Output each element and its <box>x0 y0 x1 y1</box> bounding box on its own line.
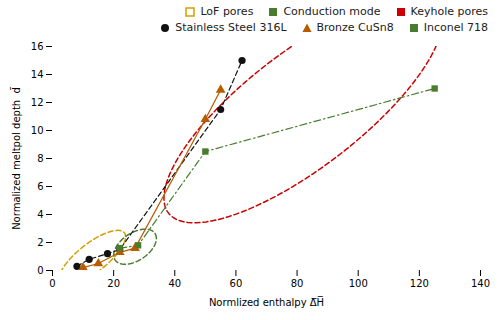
svg-text:140: 140 <box>471 278 490 289</box>
svg-text:0: 0 <box>37 265 43 276</box>
svg-text:6: 6 <box>37 181 43 192</box>
svg-text:120: 120 <box>410 278 429 289</box>
svg-text:10: 10 <box>31 125 44 136</box>
html-text:Stainless Steel 316L: Stainless Steel 316L <box>175 21 287 34</box>
svg-text:100: 100 <box>349 278 368 289</box>
svg-text:8: 8 <box>37 153 43 164</box>
html-text:Bronze CuSn8: Bronze CuSn8 <box>316 21 394 34</box>
svg-text:0: 0 <box>49 278 55 289</box>
html-text:LoF pores: LoF pores <box>200 5 254 18</box>
svg-text:4: 4 <box>37 209 43 220</box>
html-text:Conduction mode: Conduction mode <box>283 5 381 18</box>
svg-text:Normlized enthalpy Δ̅H̅: Normlized enthalpy Δ̅H̅ <box>209 296 324 308</box>
svg-text:80: 80 <box>291 278 304 289</box>
svg-text:20: 20 <box>107 278 120 289</box>
svg-text:12: 12 <box>31 97 44 108</box>
svg-text:2: 2 <box>37 237 43 248</box>
svg-text:40: 40 <box>168 278 181 289</box>
svg-text:16: 16 <box>31 41 44 52</box>
html-text:Inconel 718: Inconel 718 <box>423 21 488 34</box>
svg-text:14: 14 <box>31 69 44 80</box>
svg-text:Normalized meltpol depth d̄: Normalized meltpol depth d̄ <box>10 87 22 230</box>
svg-text:60: 60 <box>230 278 243 289</box>
html-text:Keyhole pores: Keyhole pores <box>410 5 488 18</box>
